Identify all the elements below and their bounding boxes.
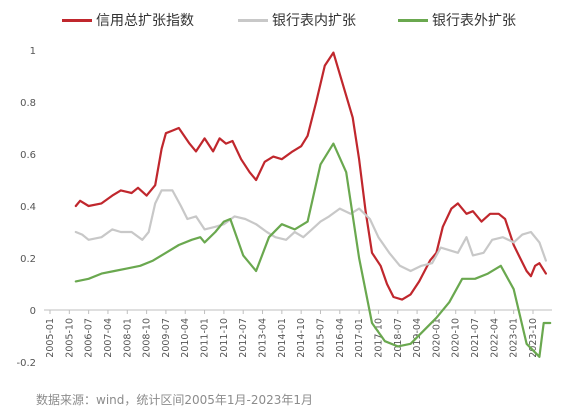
legend: 信用总扩张指数 银行表内扩张 银行表外扩张 bbox=[0, 8, 568, 32]
x-tick-label: 2020-01 bbox=[431, 318, 442, 358]
x-tick-label: 2011-01 bbox=[200, 318, 211, 358]
x-tick-label: 2023-10 bbox=[528, 318, 539, 358]
y-tick-label: 1 bbox=[30, 46, 36, 57]
series-line-on-balance bbox=[74, 189, 547, 273]
x-tick-label: 2008-10 bbox=[142, 318, 153, 358]
x-tick-label: 2023-01 bbox=[509, 318, 520, 358]
x-tick-label: 2014-01 bbox=[277, 318, 288, 358]
x-tick-label: 2005-10 bbox=[64, 318, 75, 358]
legend-item-on-balance: 银行表内扩张 bbox=[238, 8, 356, 32]
x-tick-label: 2008-01 bbox=[122, 318, 133, 358]
x-tick-label: 2006-07 bbox=[84, 318, 95, 358]
legend-label-credit-total: 信用总扩张指数 bbox=[96, 13, 194, 29]
y-tick-label: 0 bbox=[30, 306, 36, 317]
legend-item-off-balance: 银行表外扩张 bbox=[398, 8, 516, 32]
x-tick-label: 2015-07 bbox=[315, 318, 326, 358]
source-note: 数据来源：wind，统计区间2005年1月-2023年1月 bbox=[36, 393, 314, 407]
series-line-credit-total bbox=[74, 51, 547, 301]
x-tick-label: 2009-07 bbox=[161, 318, 172, 358]
x-tick-label: 2013-04 bbox=[258, 318, 269, 358]
x-tick-label: 2020-10 bbox=[451, 318, 462, 358]
y-tick-label: 0.8 bbox=[20, 98, 36, 109]
x-tick-label: 2022-04 bbox=[489, 318, 500, 358]
legend-label-on-balance: 银行表内扩张 bbox=[272, 13, 356, 29]
x-tick-label: 2010-04 bbox=[180, 318, 191, 358]
y-tick-label: 0.6 bbox=[20, 150, 36, 161]
legend-swatch-on-balance bbox=[238, 18, 268, 22]
x-tick-label: 2017-10 bbox=[373, 318, 384, 358]
legend-swatch-credit-total bbox=[62, 18, 92, 22]
y-tick-label: 0.4 bbox=[20, 202, 36, 213]
x-tick-label: 2005-01 bbox=[45, 318, 56, 358]
legend-swatch-off-balance bbox=[398, 18, 428, 22]
x-tick-label: 2021-07 bbox=[470, 318, 481, 358]
x-tick-label: 2016-04 bbox=[335, 318, 346, 358]
x-tick-label: 2018-07 bbox=[393, 318, 404, 358]
legend-item-credit-total: 信用总扩张指数 bbox=[62, 8, 194, 32]
x-tick-label: 2011-10 bbox=[219, 318, 230, 358]
legend-label-off-balance: 银行表外扩张 bbox=[432, 13, 516, 29]
x-tick-label: 2014-10 bbox=[296, 318, 307, 358]
x-tick-label: 2007-04 bbox=[103, 318, 114, 358]
y-tick-label: -0.2 bbox=[16, 358, 36, 369]
series-line-off-balance bbox=[74, 142, 552, 358]
x-tick-label: 2017-01 bbox=[354, 318, 365, 358]
x-tick-label: 2012-07 bbox=[238, 318, 249, 358]
y-tick-label: 0.2 bbox=[20, 254, 36, 265]
